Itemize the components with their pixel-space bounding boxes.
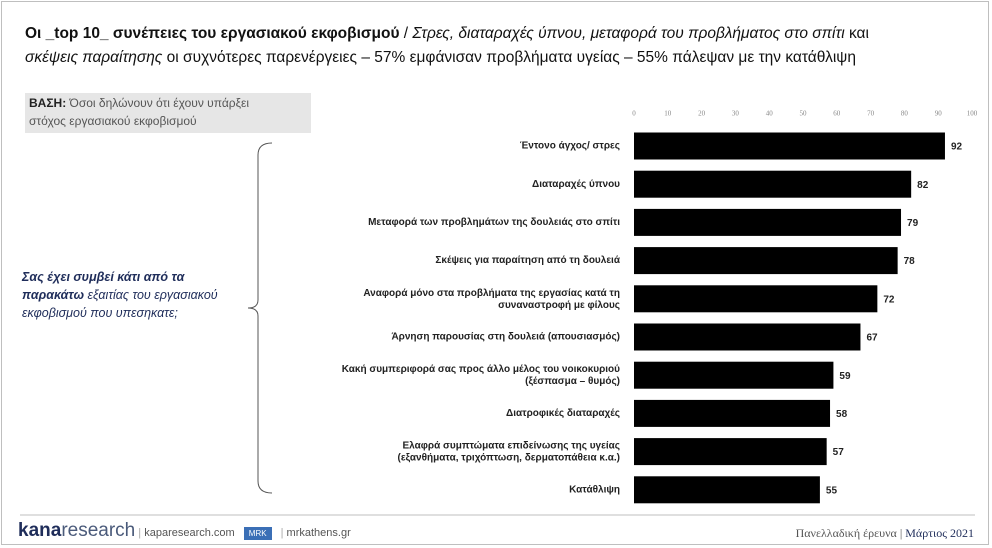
- question: Σας έχει συμβεί κάτι από τα παρακάτω εξα…: [22, 268, 242, 322]
- date: Μάρτιος 2021: [905, 526, 974, 540]
- x-tick-label: 60: [833, 110, 841, 118]
- category-label: Διατροφικές διαταραχές: [506, 408, 620, 419]
- bar: [634, 285, 878, 313]
- survey-info: Πανελλαδική έρευνα | Μάρτιος 2021: [795, 526, 974, 540]
- question-part: εκφοβισμού που υπεσηκατε;: [22, 306, 178, 320]
- bar: [634, 323, 861, 351]
- category-label: Άρνηση παρουσίας στη δουλειά (απουσιασμό…: [391, 332, 620, 343]
- bar: [634, 208, 902, 236]
- value-label: 58: [836, 409, 848, 420]
- x-tick-label: 90: [935, 110, 943, 118]
- x-tick-label: 20: [698, 110, 706, 118]
- brace: [247, 142, 273, 494]
- question-part: Σας έχει συμβεί κάτι από τα: [22, 270, 185, 284]
- category-label: Αναφορά μόνο στα προβλήματα της εργασίας…: [363, 287, 620, 310]
- x-tick-label: 40: [766, 110, 774, 118]
- badge: MRK: [243, 526, 272, 540]
- value-label: 78: [904, 256, 916, 267]
- value-label: 92: [951, 142, 963, 153]
- category-label: Κατάθλιψη: [569, 484, 620, 495]
- bar: [634, 361, 834, 389]
- value-label: 79: [907, 218, 919, 229]
- bar: [634, 132, 945, 160]
- value-label: 82: [917, 180, 929, 191]
- title-part: Οι _top 10_ συνέπειες του εργασιακού εκφ…: [25, 25, 400, 42]
- x-tick-label: 80: [901, 110, 909, 118]
- bar: [634, 247, 898, 275]
- value-label: 67: [866, 333, 878, 344]
- category-label: Μεταφορά των προβλημάτων της δουλειάς στ…: [368, 217, 620, 228]
- footer: kanaresearch | kaparesearch.com MRK | mr…: [18, 520, 974, 541]
- bar: [634, 170, 912, 198]
- title-part: σκέψεις παραίτησης: [25, 49, 163, 66]
- base-text: στόχος εργασιακού εκφοβισμού: [29, 114, 197, 128]
- category-label: Κακή συμπεριφορά σας προς άλλο μέλος του…: [342, 364, 620, 387]
- title-part: /: [399, 25, 413, 42]
- value-label: 57: [833, 447, 845, 458]
- x-tick-label: 10: [664, 110, 672, 118]
- bar: [634, 438, 827, 466]
- bar: [634, 476, 820, 504]
- x-tick-label: 30: [732, 110, 740, 118]
- survey: Πανελλαδική έρευνα: [795, 526, 897, 540]
- question-part: παρακάτω: [22, 288, 85, 302]
- site-link: kaparesearch.com: [144, 527, 235, 539]
- category-label: Έντονο άγχος/ στρες: [520, 141, 620, 152]
- category-label: Ελαφρά συμπτώματα επιδείνωσης της υγείας…: [398, 440, 621, 463]
- title: Οι _top 10_ συνέπειες του εργασιακού εκφ…: [25, 22, 975, 70]
- x-tick-label: 70: [867, 110, 875, 118]
- base-box: ΒΑΣΗ: Όσοι δηλώνουν ότι έχουν υπάρξει στ…: [25, 93, 311, 133]
- x-tick-label: 100: [967, 110, 978, 118]
- title-part: οι συχνότερες παρενέργειες – 57% εμφάνισ…: [162, 49, 856, 66]
- value-label: 55: [826, 485, 838, 496]
- logo: kanaresearch: [18, 520, 135, 541]
- x-tick-label: 50: [800, 110, 808, 118]
- logo-part: research: [61, 520, 136, 541]
- title-part: και: [844, 25, 869, 42]
- x-tick-label: 0: [632, 110, 636, 118]
- base-label: ΒΑΣΗ:: [29, 96, 67, 110]
- logo-part: kana: [18, 520, 62, 541]
- base-text: Όσοι δηλώνουν ότι έχουν υπάρξει: [69, 96, 249, 110]
- value-label: 59: [839, 371, 851, 382]
- question-part: εξαιτίας του εργασιακού: [84, 288, 218, 302]
- title-part: Στρες, διαταραχές ύπνου, μεταφορά του πρ…: [412, 25, 845, 42]
- category-label: Σκέψεις για παραίτηση από τη δουλειά: [435, 255, 620, 266]
- category-label: Διαταραχές ύπνου: [532, 179, 620, 190]
- value-label: 72: [883, 294, 895, 305]
- bar: [634, 399, 831, 427]
- site-link: mrkathens.gr: [286, 527, 351, 539]
